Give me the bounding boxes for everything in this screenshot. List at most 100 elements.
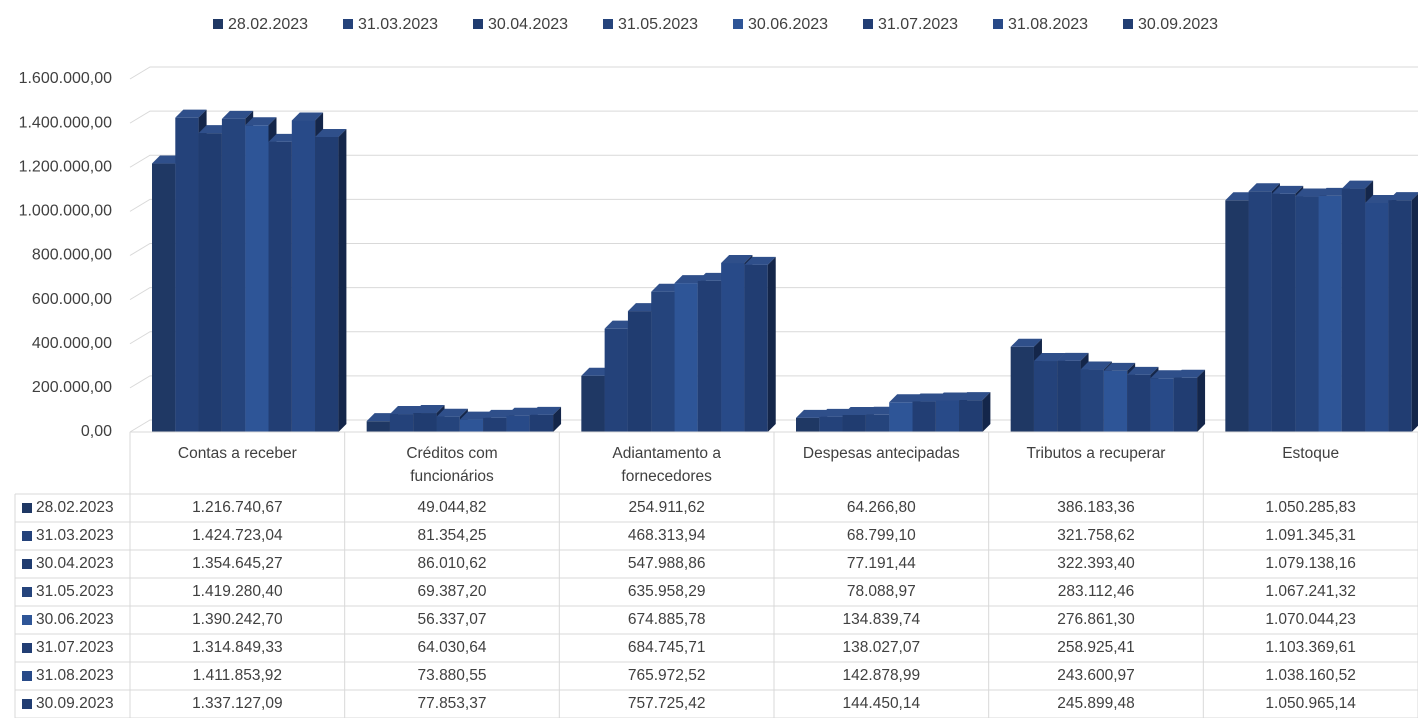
bar: [1173, 369, 1206, 432]
bar-top: [1010, 338, 1042, 347]
legend-marker: [473, 19, 483, 29]
table-cell: 765.972,52: [628, 667, 706, 684]
table-cell: 258.925,41: [1057, 639, 1135, 656]
legend-marker: [993, 19, 1003, 29]
table-cell: 276.861,30: [1057, 611, 1135, 628]
table-legend-marker: [22, 643, 32, 653]
grid-line: [129, 419, 1418, 433]
table-cell: 1.419.280,40: [192, 583, 283, 600]
x-tick-label: Adiantamento a fornecedores: [559, 442, 774, 488]
y-tick-label: 0,00: [81, 423, 112, 440]
y-tick-label: 1.200.000,00: [19, 158, 113, 175]
bar-top: [1248, 183, 1280, 192]
table-cell: 1.337.127,09: [192, 695, 283, 712]
grid-line: [129, 154, 1418, 168]
bar-top: [721, 255, 753, 264]
bar-top: [1057, 352, 1089, 361]
grid-line: [129, 198, 1418, 212]
bar-front: [315, 136, 339, 432]
bar-top: [1080, 361, 1112, 370]
table-cell: 77.191,44: [847, 555, 916, 572]
bar-front: [221, 118, 246, 432]
bar-front: [721, 263, 745, 432]
bar-front: [1127, 374, 1151, 432]
table-cell: 1.103.369,61: [1265, 639, 1356, 656]
table-cell: 1.067.241,32: [1265, 583, 1356, 600]
legend-label: 30.04.2023: [488, 16, 568, 33]
table-row-label: 31.07.2023: [36, 639, 114, 656]
bar-front: [366, 421, 390, 432]
bar-top: [1341, 180, 1374, 189]
bar-front: [819, 416, 843, 432]
table-cell: 254.911,62: [628, 499, 704, 516]
x-tick-label: Despesas antecipadas: [774, 442, 989, 465]
bar-front: [1271, 193, 1296, 432]
bar-side: [1197, 369, 1206, 432]
table-cell: 674.885,78: [628, 611, 706, 628]
bar-front: [1033, 361, 1058, 432]
y-tick-label: 200.000,00: [32, 379, 112, 396]
bar-front: [1295, 196, 1319, 432]
y-tick-label: 1.000.000,00: [19, 203, 113, 220]
legend-label: 31.05.2023: [618, 16, 698, 33]
table-cell: 1.216.740,67: [192, 499, 283, 516]
y-tick-label: 1.600.000,00: [19, 70, 113, 87]
bar-top: [291, 112, 324, 121]
table-cell: 64.030,64: [418, 639, 487, 656]
y-tick-label: 400.000,00: [32, 335, 112, 352]
legend-label: 31.07.2023: [878, 16, 958, 33]
bar-front: [268, 141, 292, 432]
bar-top: [315, 128, 347, 137]
bar-front: [796, 417, 820, 432]
bar-front: [959, 400, 983, 432]
y-tick-label: 1.400.000,00: [19, 114, 113, 131]
bar-side: [553, 406, 562, 432]
legend-marker: [343, 19, 353, 29]
table-legend-marker: [22, 531, 32, 541]
table-cell: 1.411.853,92: [193, 667, 282, 684]
bar-top: [1033, 353, 1066, 362]
grid-line: [129, 243, 1418, 256]
table-legend-marker: [22, 559, 32, 569]
table-row-label: 31.05.2023: [36, 583, 114, 600]
grid-line: [129, 110, 1418, 124]
bar-front: [459, 419, 484, 432]
bar-front: [506, 415, 530, 432]
table-cell: 138.027,07: [843, 639, 921, 656]
table-cell: 1.354.645,27: [192, 555, 283, 572]
table-row-label: 28.02.2023: [36, 499, 114, 516]
table-row-label: 30.06.2023: [36, 611, 114, 628]
table-cell: 245.899,48: [1057, 695, 1135, 712]
bar-front: [529, 414, 554, 432]
table-cell: 134.839,74: [843, 611, 921, 628]
bar-top: [221, 110, 254, 119]
x-tick-label: Tributos a recuperar: [989, 442, 1204, 465]
bar-front: [604, 328, 628, 432]
bar-front: [152, 163, 176, 433]
bar-front: [651, 291, 675, 432]
bar-front: [1388, 200, 1412, 432]
bar: [959, 392, 991, 432]
bar-front: [175, 117, 199, 433]
bar-top: [1388, 192, 1418, 201]
bar-front: [627, 311, 652, 432]
table-cell: 243.600,97: [1057, 667, 1135, 684]
table-legend-marker: [22, 615, 32, 625]
x-tick-text: Despesas antecipadas: [802, 445, 960, 462]
table-cell: 69.387,20: [418, 583, 487, 600]
x-tick-label: Estoque: [1203, 442, 1418, 465]
table-cell: 1.091.345,31: [1265, 527, 1356, 544]
legend-label: 28.02.2023: [228, 16, 308, 33]
table-cell: 49.044,82: [418, 499, 487, 516]
bar-top: [413, 405, 445, 414]
table-legend-marker: [22, 671, 32, 681]
bar-top: [529, 406, 562, 415]
table-cell: 386.183,36: [1057, 499, 1135, 516]
bar: [744, 256, 776, 432]
x-tick-text: Adiantamento a fornecedores: [612, 445, 721, 485]
bar-front: [1341, 188, 1366, 432]
bar-front: [1010, 346, 1034, 432]
grid-line: [129, 375, 1418, 389]
bar-side: [982, 392, 991, 432]
